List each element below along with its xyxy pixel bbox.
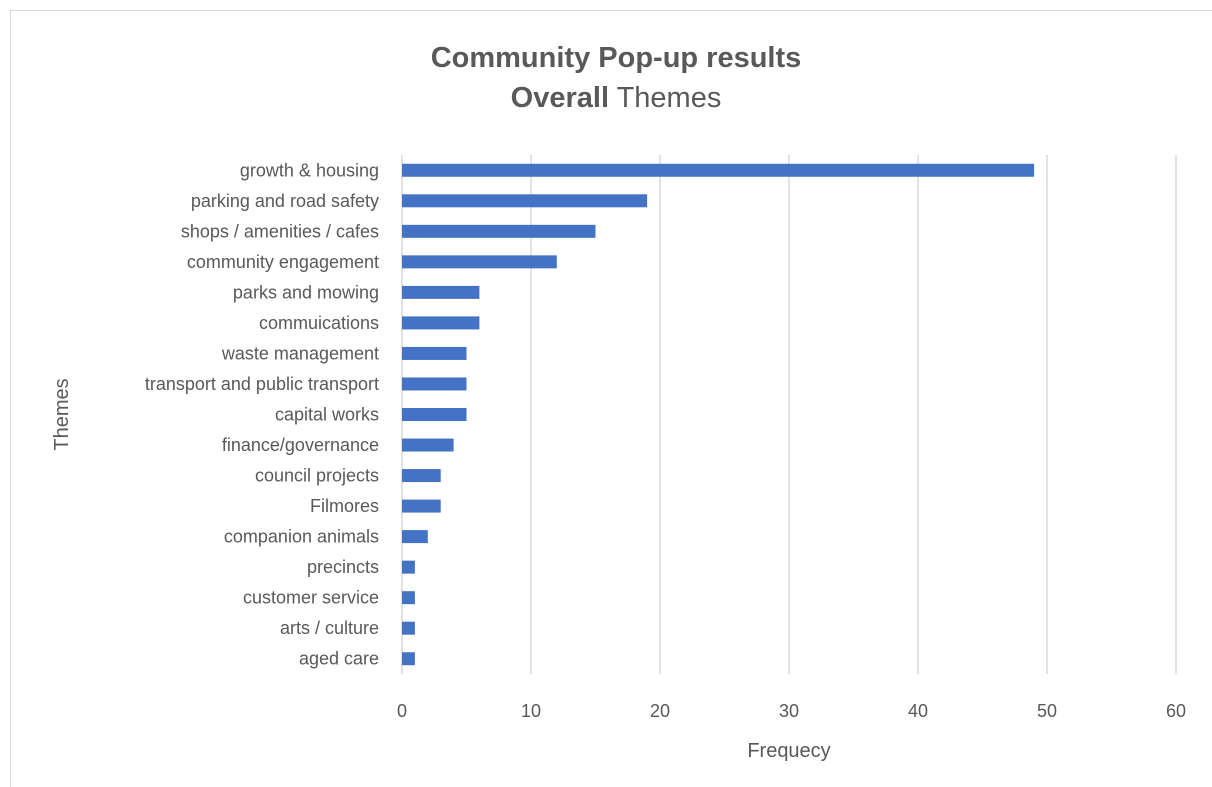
bar	[402, 377, 467, 391]
category-label: Filmores	[310, 496, 379, 516]
x-tick-label: 0	[397, 701, 407, 721]
category-label: arts / culture	[280, 618, 379, 638]
bar	[402, 469, 441, 483]
bars	[402, 163, 1035, 666]
chart-subtitle-rest: Themes	[616, 82, 722, 114]
category-label: shops / amenities / cafes	[181, 221, 379, 241]
bar	[402, 652, 415, 666]
bar	[402, 530, 428, 544]
y-axis-title: Themes	[51, 378, 73, 450]
bar	[402, 163, 1035, 177]
bar	[402, 255, 557, 269]
bar	[402, 438, 454, 452]
bar	[402, 224, 596, 238]
category-label: transport and public transport	[145, 374, 379, 394]
category-label: companion animals	[224, 527, 379, 547]
bar	[402, 285, 480, 299]
x-tick-label: 30	[779, 701, 799, 721]
bar	[402, 621, 415, 635]
chart-subtitle: Overall Themes	[0, 78, 1212, 118]
bar	[402, 408, 467, 421]
category-label: parks and mowing	[233, 282, 379, 302]
chart-title-block: Community Pop-up results Overall Themes	[0, 38, 1212, 118]
category-label: parking and road safety	[191, 191, 379, 211]
x-tick-label: 60	[1166, 701, 1186, 721]
x-tick-label: 40	[908, 701, 928, 721]
chart-frame	[10, 10, 1212, 787]
bar	[402, 591, 415, 605]
bar	[402, 346, 467, 360]
category-label: growth & housing	[240, 160, 379, 180]
bar	[402, 499, 441, 513]
x-tick-label: 20	[650, 701, 670, 721]
category-label: council projects	[255, 466, 379, 486]
category-labels: growth & housing parking and road safety s…	[145, 160, 379, 668]
category-label: waste management	[221, 343, 379, 363]
bar	[402, 194, 648, 208]
category-label: community engagement	[187, 252, 379, 272]
category-label: precincts	[307, 557, 379, 577]
category-label: finance/governance	[222, 435, 379, 455]
category-label: commuications	[259, 313, 379, 333]
bar	[402, 560, 415, 574]
category-label: aged care	[299, 649, 379, 669]
x-tick-labels: 0 10 20 30 40 50 60	[397, 701, 1186, 721]
category-label: customer service	[243, 588, 379, 608]
bar	[402, 316, 480, 330]
x-tick-label: 10	[521, 701, 541, 721]
x-tick-label: 50	[1037, 701, 1057, 721]
chart-subtitle-bold: Overall	[510, 82, 610, 114]
x-axis-title: Frequecy	[747, 740, 830, 762]
category-label: capital works	[275, 405, 379, 425]
chart-title: Community Pop-up results	[430, 42, 802, 74]
